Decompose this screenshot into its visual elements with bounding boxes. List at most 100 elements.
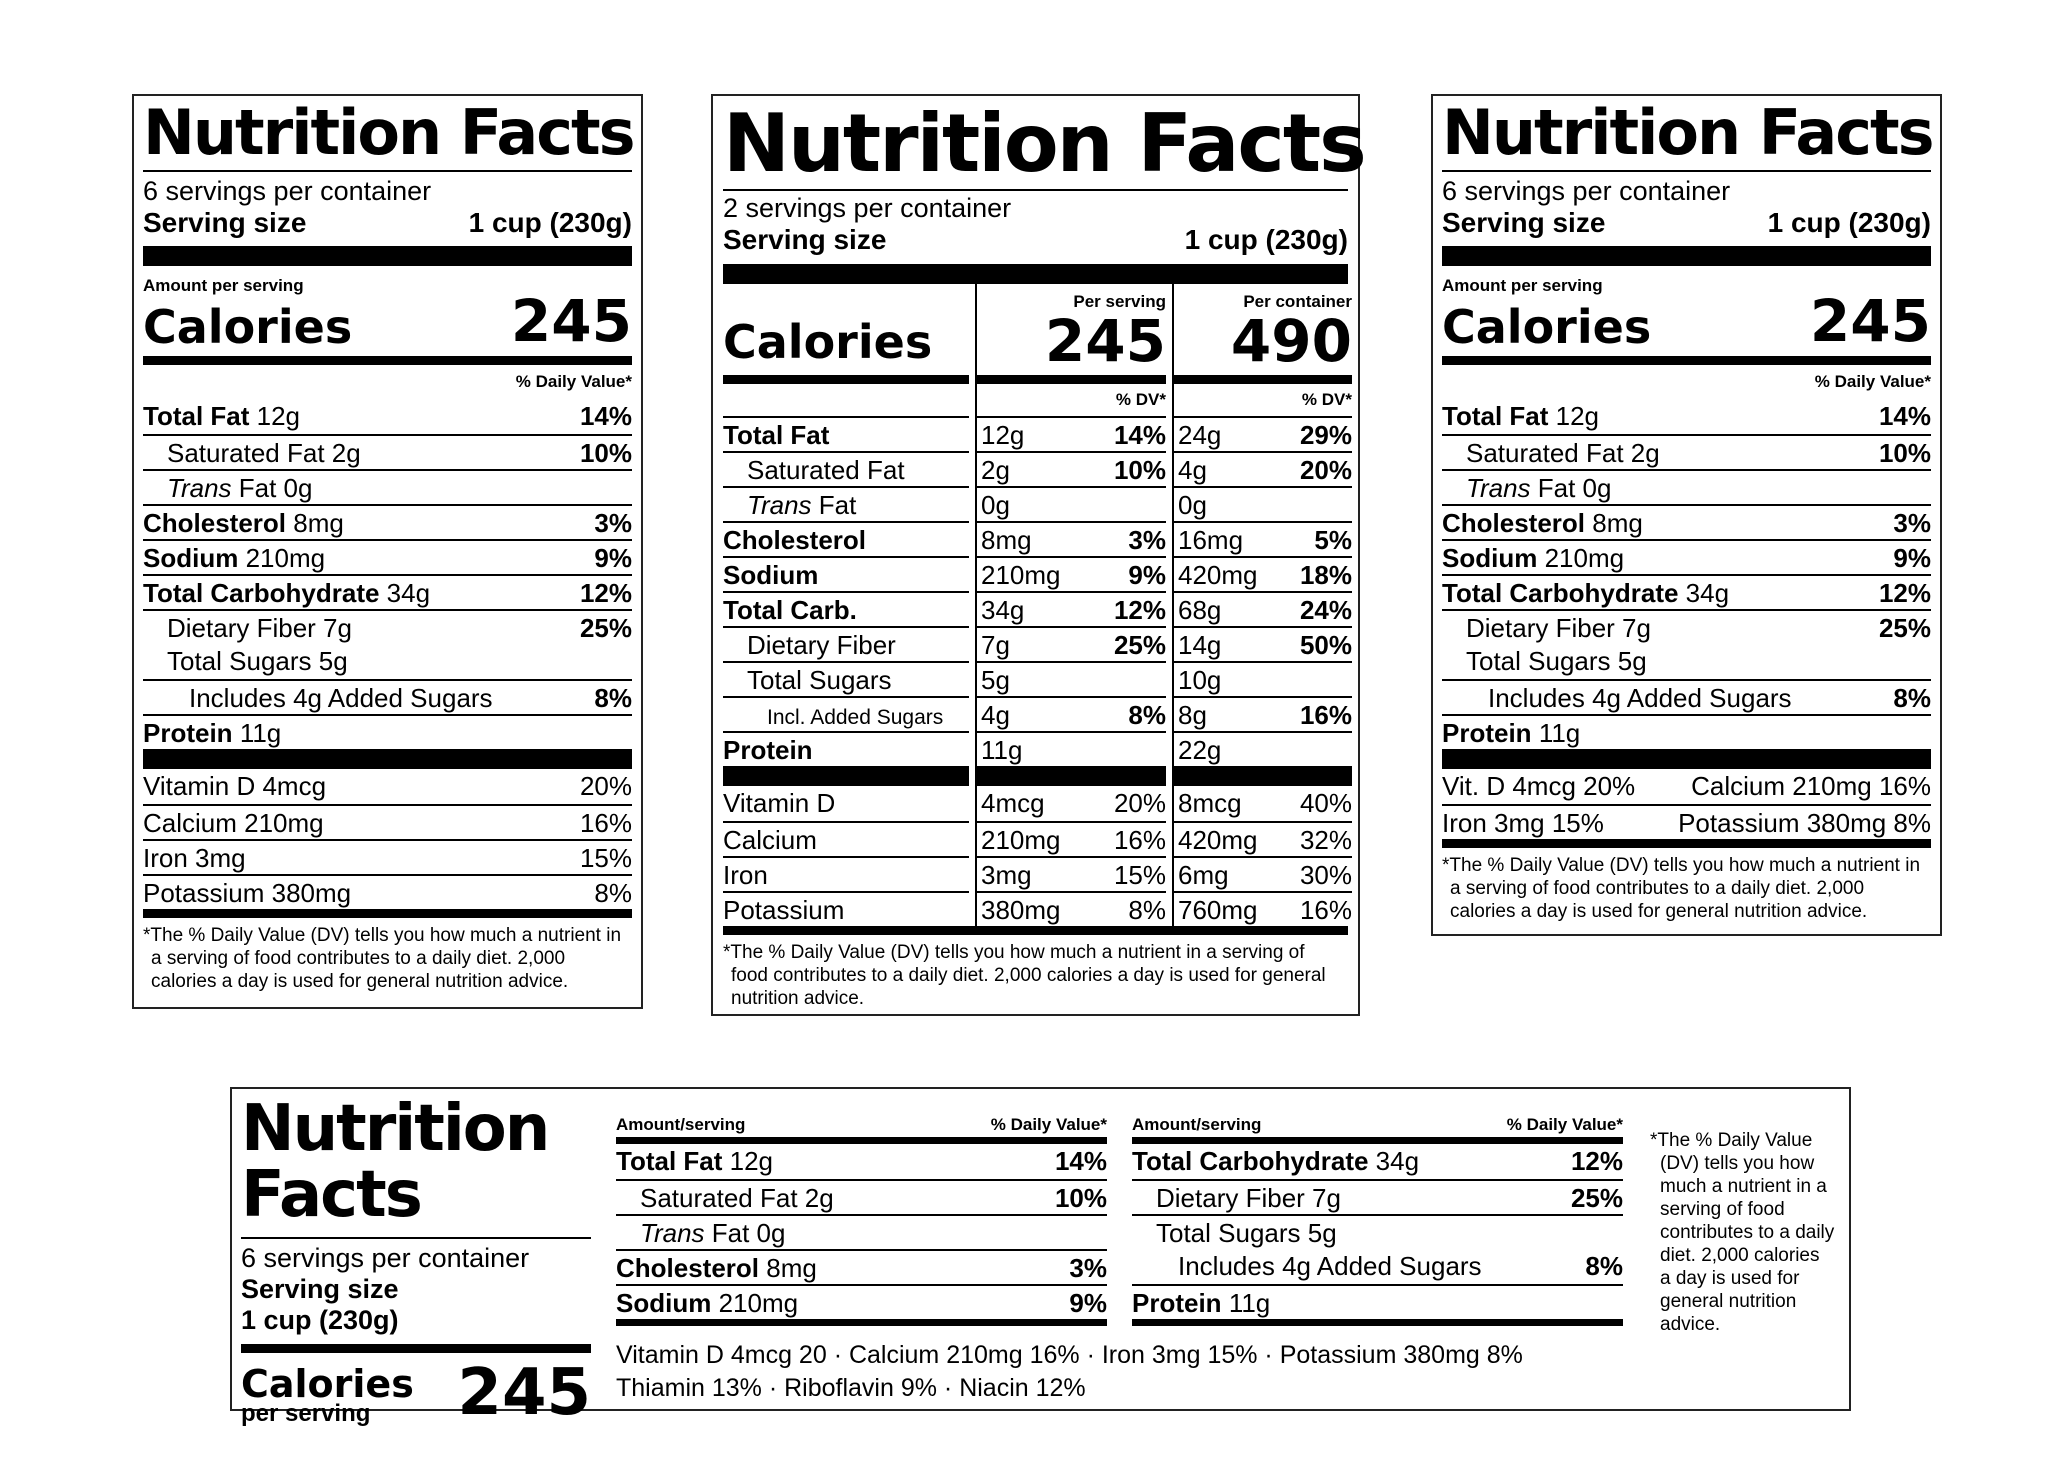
dv-container: 50% <box>1299 630 1352 660</box>
nutrient-row: Total Sugars 5g <box>1442 644 1931 679</box>
vitamin-row: Calcium 210mg 16% 420mg 32% <box>723 821 1352 856</box>
amount-serving: 0g <box>981 490 1010 520</box>
nutrient-name: Total Carb. <box>723 595 857 625</box>
vitamin-row: Potassium 380mg 8% 760mg 16% <box>723 891 1352 926</box>
nutrient-row: Includes 4g Added Sugars 8% <box>143 679 632 714</box>
vitamin-name: Potassium 380mg <box>143 878 352 908</box>
nutrient-label: Includes 4g Added Sugars <box>189 683 493 713</box>
vitamin-dv: 20% <box>579 771 632 801</box>
vitamin-row: Iron 3mg 15% Potassium 380mg 8% <box>1442 804 1931 839</box>
amount-serving: 11g <box>981 735 1023 765</box>
serving-size-value: 1 cup (230g) <box>1184 224 1348 255</box>
nutrient-row: Saturated Fat 2g 10% <box>1442 434 1931 469</box>
nutrient-label: Sodium <box>616 1288 712 1318</box>
calories-label: Calories <box>143 300 353 354</box>
nutrient-row: Total Carbohydrate 34g 12% <box>1442 574 1931 609</box>
nutrient-amount: 210mg <box>245 543 326 573</box>
nutrient-row: Trans Fat 0g <box>616 1214 1107 1249</box>
nutrient-dv: 14% <box>1878 401 1931 431</box>
nutrient-row: Total Carb. 34g 12% 68g 24% <box>723 591 1352 626</box>
dv-serving: 25% <box>1113 630 1166 660</box>
nutrient-label: Sodium <box>1442 543 1538 573</box>
nutrient-dv: 25% <box>1878 613 1931 643</box>
nutrient-label: Trans <box>640 1218 705 1248</box>
nutrient-row: Saturated Fat 2g 10% <box>616 1179 1107 1214</box>
amount-serving: 210mg <box>981 560 1061 590</box>
nutrient-label: Total Sugars 5g <box>1466 646 1647 676</box>
amount-container: 4g <box>1178 455 1207 485</box>
amount-serving: 4mcg <box>981 788 1045 818</box>
nutrient-name: Cholesterol <box>723 525 867 555</box>
dv-serving: 15% <box>1113 860 1166 890</box>
nutrient-amount: 210mg <box>1544 543 1625 573</box>
nutrient-label: Total Fat <box>1442 401 1549 431</box>
nutrient-row: Protein 11g 22g <box>723 731 1352 766</box>
vitamin-right: Potassium 380mg 8% <box>1678 808 1931 838</box>
nutrient-name: Trans Fat 0g <box>1466 471 1611 506</box>
dv-serving: 20% <box>1113 788 1166 818</box>
label-title-line2: Facts <box>241 1158 423 1232</box>
vitamin-row: Potassium 380mg 8% <box>143 874 632 909</box>
label-title: Nutrition Facts <box>723 97 1367 190</box>
nutrient-label: Protein <box>1442 718 1532 748</box>
amount-container: 24g <box>1178 420 1222 450</box>
vitamins-line-2: Thiamin 13% · Riboflavin 9% · Niacin 12% <box>616 1374 1086 1402</box>
serving-size-label: Serving size <box>241 1274 399 1304</box>
nutrient-row: Cholesterol 8mg 3% <box>1442 504 1931 539</box>
nutrition-label-compact: Nutrition Facts 6 servings per container… <box>1431 94 1942 936</box>
nutrient-label: Dietary Fiber 7g <box>1466 613 1651 643</box>
nutrient-amount: 8mg <box>766 1253 817 1283</box>
col-amount-header: Amount/serving <box>1132 1115 1262 1134</box>
amount-serving: 5g <box>981 665 1010 695</box>
nutrient-row: Sodium 210mg 9% 420mg 18% <box>723 556 1352 591</box>
dv-serving: 8% <box>1128 700 1166 730</box>
amount-serving: 4g <box>981 700 1010 730</box>
nutrition-label-tabular: Nutrition Facts 6 servings per container… <box>230 1087 1851 1426</box>
nutrient-name: Total Sugars 5g <box>167 644 348 679</box>
nutrient-label: Saturated Fat 2g <box>640 1183 834 1213</box>
dv-serving: 14% <box>1113 420 1166 450</box>
vitamin-left: Vit. D 4mcg 20% <box>1442 771 1636 801</box>
nutrition-label-standard: Nutrition Facts 6 servings per container… <box>132 94 643 1009</box>
dv-container: 29% <box>1299 420 1352 450</box>
nutrient-row: Dietary Fiber 7g 25% <box>1132 1179 1623 1214</box>
nutrient-dv: 9% <box>594 543 632 573</box>
nutrient-name: Saturated Fat 2g <box>167 436 361 471</box>
vitamin-dv: 16% <box>579 808 632 838</box>
amount-container: 16mg <box>1178 525 1244 555</box>
nutrient-dv: 9% <box>1069 1288 1107 1318</box>
nutrient-row: Total Fat 12g 14% <box>616 1144 1107 1179</box>
nutrient-row: Total Carbohydrate 34g 12% <box>1132 1144 1623 1179</box>
calories-per-serving: 245 <box>1044 307 1166 375</box>
dv-header-container: % DV* <box>1172 384 1352 416</box>
nutrient-amount: 34g <box>386 578 431 608</box>
nutrient-dv: 14% <box>1054 1146 1107 1176</box>
amount-per-serving: Amount per serving <box>1442 276 1603 295</box>
nutrient-name: Includes 4g Added Sugars <box>1488 681 1792 716</box>
serving-size-label: Serving size <box>143 207 307 238</box>
amount-serving: 2g <box>981 455 1010 485</box>
nutrient-dv: 9% <box>1893 543 1931 573</box>
nutrient-name: Calcium <box>723 825 817 855</box>
nutrient-name: Total Sugars 5g <box>1466 644 1647 679</box>
col-dv-header: % Daily Value* <box>1506 1115 1623 1134</box>
nutrient-name: Sodium 210mg <box>143 541 325 576</box>
nutrient-amount: 11g <box>1228 1288 1271 1318</box>
nutrient-name: Trans Fat 0g <box>167 471 312 506</box>
nutrient-name: Total Sugars <box>747 665 892 695</box>
calories-label: Calories <box>241 1362 414 1406</box>
vitamin-left: Iron 3mg 15% <box>1442 808 1604 838</box>
amount-container: 8mcg <box>1178 788 1242 818</box>
servings-per-container: 6 servings per container <box>143 176 432 206</box>
nutrient-name: Vitamin D <box>723 788 836 818</box>
nutrient-name: Protein <box>723 735 813 765</box>
nutrient-amount: 34g <box>1375 1146 1420 1176</box>
nutrient-label: Saturated Fat 2g <box>1466 438 1660 468</box>
nutrient-name: Incl. Added Sugars <box>767 706 944 729</box>
footnote: *The % Daily Value (DV) tells you how mu… <box>723 942 1326 1009</box>
vitamin-name: Calcium 210mg <box>143 808 324 838</box>
nutrient-row: Dietary Fiber 7g 25% <box>1442 609 1931 644</box>
amount-container: 0g <box>1178 490 1207 520</box>
nutrient-label: Cholesterol <box>616 1253 760 1283</box>
nutrient-name: Protein 11g <box>143 716 281 751</box>
